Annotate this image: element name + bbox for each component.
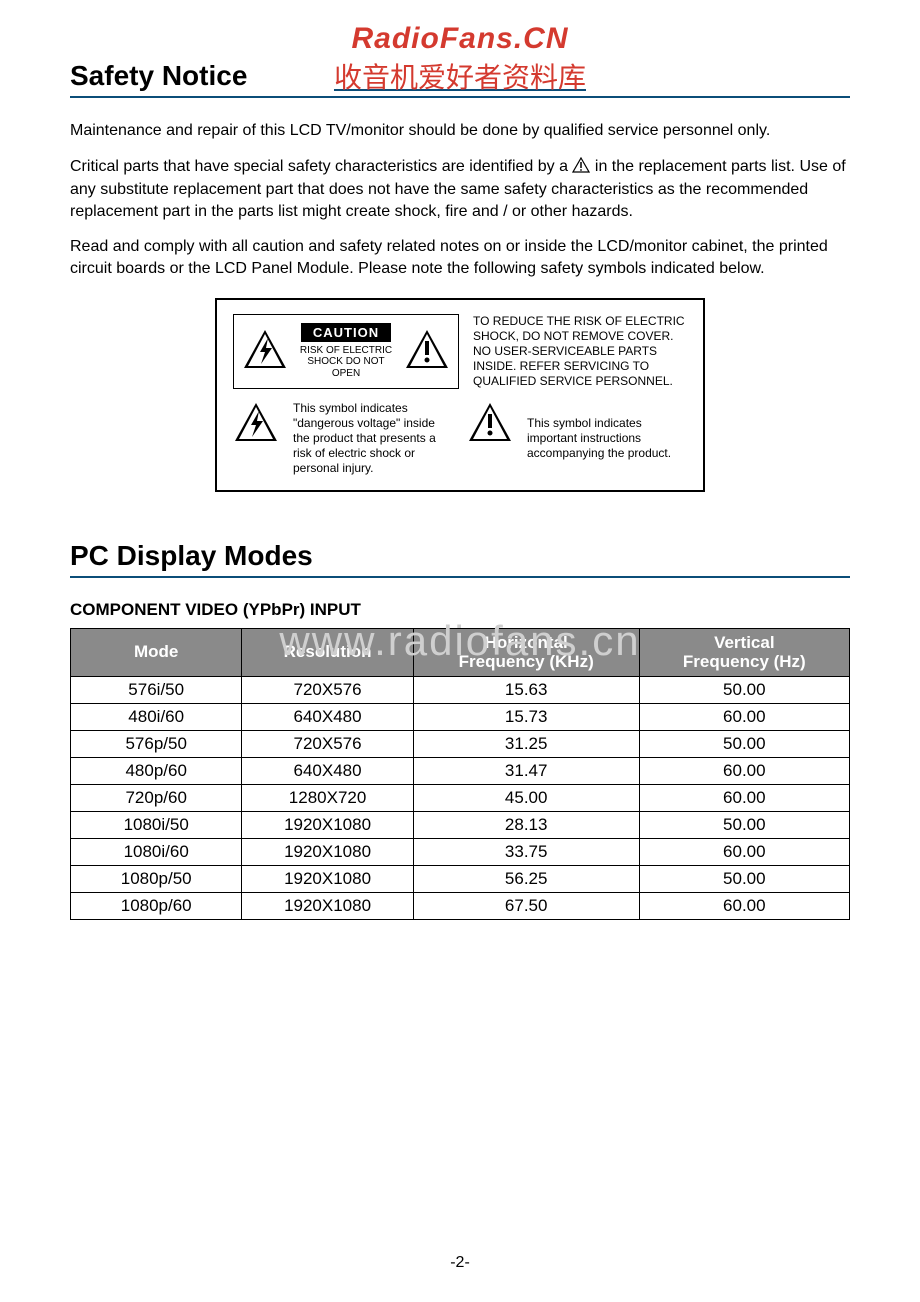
component-video-table: Mode Resolution Horizontal Frequency (KH… [70, 628, 850, 920]
table-cell: 31.25 [413, 730, 639, 757]
table-cell: 1920X1080 [242, 838, 413, 865]
table-cell: 720X576 [242, 730, 413, 757]
table-cell: 15.73 [413, 703, 639, 730]
table-row: 480i/60640X48015.7360.00 [71, 703, 850, 730]
table-cell: 60.00 [639, 838, 849, 865]
table-cell: 1920X1080 [242, 811, 413, 838]
th-hfreq: Horizontal Frequency (KHz) [413, 628, 639, 676]
table-cell: 15.63 [413, 676, 639, 703]
heading-component-video: COMPONENT VIDEO (YPbPr) INPUT [70, 600, 850, 620]
th-hfreq-l1: Horizontal [485, 633, 568, 652]
table-cell: 45.00 [413, 784, 639, 811]
table-cell: 60.00 [639, 703, 849, 730]
caution-risk-text: RISK OF ELECTRIC SHOCK DO NOT OPEN [296, 345, 396, 380]
page-number: -2- [0, 1254, 920, 1272]
table-row: 1080i/501920X108028.1350.00 [71, 811, 850, 838]
table-cell: 1920X1080 [242, 865, 413, 892]
heading-rule [70, 96, 850, 98]
exclaim-triangle-icon [404, 328, 450, 375]
lightning-triangle-icon [242, 328, 288, 375]
paragraph-2: Critical parts that have special safety … [70, 156, 850, 223]
caution-box: CAUTION RISK OF ELECTRIC SHOCK DO NOT OP… [215, 298, 705, 492]
table-cell: 720X576 [242, 676, 413, 703]
table-cell: 1280X720 [242, 784, 413, 811]
table-row: 1080i/601920X108033.7560.00 [71, 838, 850, 865]
th-mode: Mode [71, 628, 242, 676]
table-cell: 1080i/60 [71, 838, 242, 865]
heading-rule [70, 576, 850, 578]
table-cell: 576p/50 [71, 730, 242, 757]
table-body: 576i/50720X57615.6350.00480i/60640X48015… [71, 676, 850, 919]
caution-subbox: CAUTION RISK OF ELECTRIC SHOCK DO NOT OP… [233, 314, 459, 389]
table-cell: 480p/60 [71, 757, 242, 784]
table-cell: 60.00 [639, 757, 849, 784]
th-resolution: Resolution [242, 628, 413, 676]
table-cell: 28.13 [413, 811, 639, 838]
table-cell: 50.00 [639, 865, 849, 892]
table-row: 720p/601280X72045.0060.00 [71, 784, 850, 811]
table-cell: 640X480 [242, 757, 413, 784]
th-vfreq-l2: Frequency (Hz) [683, 652, 806, 671]
watermark-line1: RadioFans.CN [0, 22, 920, 56]
table-cell: 720p/60 [71, 784, 242, 811]
table-cell: 67.50 [413, 892, 639, 919]
table-cell: 60.00 [639, 892, 849, 919]
table-header-row: Mode Resolution Horizontal Frequency (KH… [71, 628, 850, 676]
paragraph-3: Read and comply with all caution and saf… [70, 236, 850, 279]
table-cell: 1080p/50 [71, 865, 242, 892]
caution-center: CAUTION RISK OF ELECTRIC SHOCK DO NOT OP… [296, 323, 396, 380]
table-cell: 50.00 [639, 811, 849, 838]
table-cell: 480i/60 [71, 703, 242, 730]
table-cell: 1920X1080 [242, 892, 413, 919]
table-cell: 31.47 [413, 757, 639, 784]
caution-label: CAUTION [301, 323, 391, 342]
th-vfreq-l1: Vertical [714, 633, 775, 652]
caution-row-top: CAUTION RISK OF ELECTRIC SHOCK DO NOT OP… [233, 314, 687, 389]
table-cell: 33.75 [413, 838, 639, 865]
lightning-triangle-icon [233, 401, 279, 476]
table-row: 1080p/601920X108067.5060.00 [71, 892, 850, 919]
paragraph-2a: Critical parts that have special safety … [70, 158, 572, 175]
th-vfreq: Vertical Frequency (Hz) [639, 628, 849, 676]
caution-lightning-text: This symbol indicates "dangerous voltage… [293, 401, 453, 476]
th-hfreq-l2: Frequency (KHz) [459, 652, 594, 671]
warn-triangle-inline-icon [572, 157, 590, 180]
table-row: 1080p/501920X108056.2550.00 [71, 865, 850, 892]
table-cell: 60.00 [639, 784, 849, 811]
caution-row-bottom: This symbol indicates "dangerous voltage… [233, 401, 687, 476]
table-cell: 56.25 [413, 865, 639, 892]
table-cell: 1080p/60 [71, 892, 242, 919]
paragraph-1: Maintenance and repair of this LCD TV/mo… [70, 120, 850, 142]
heading-pc-display-modes: PC Display Modes [70, 540, 850, 572]
table-row: 480p/60640X48031.4760.00 [71, 757, 850, 784]
caution-exclaim-text: This symbol indicates important instruct… [527, 401, 687, 476]
exclaim-triangle-icon [467, 401, 513, 476]
table-cell: 50.00 [639, 676, 849, 703]
table-row: 576i/50720X57615.6350.00 [71, 676, 850, 703]
table-cell: 1080i/50 [71, 811, 242, 838]
table-row: 576p/50720X57631.2550.00 [71, 730, 850, 757]
heading-safety-notice: Safety Notice [70, 60, 850, 92]
table-cell: 576i/50 [71, 676, 242, 703]
table-cell: 640X480 [242, 703, 413, 730]
table-cell: 50.00 [639, 730, 849, 757]
caution-reduce-text: TO REDUCE THE RISK OF ELECTRIC SHOCK, DO… [473, 314, 687, 389]
